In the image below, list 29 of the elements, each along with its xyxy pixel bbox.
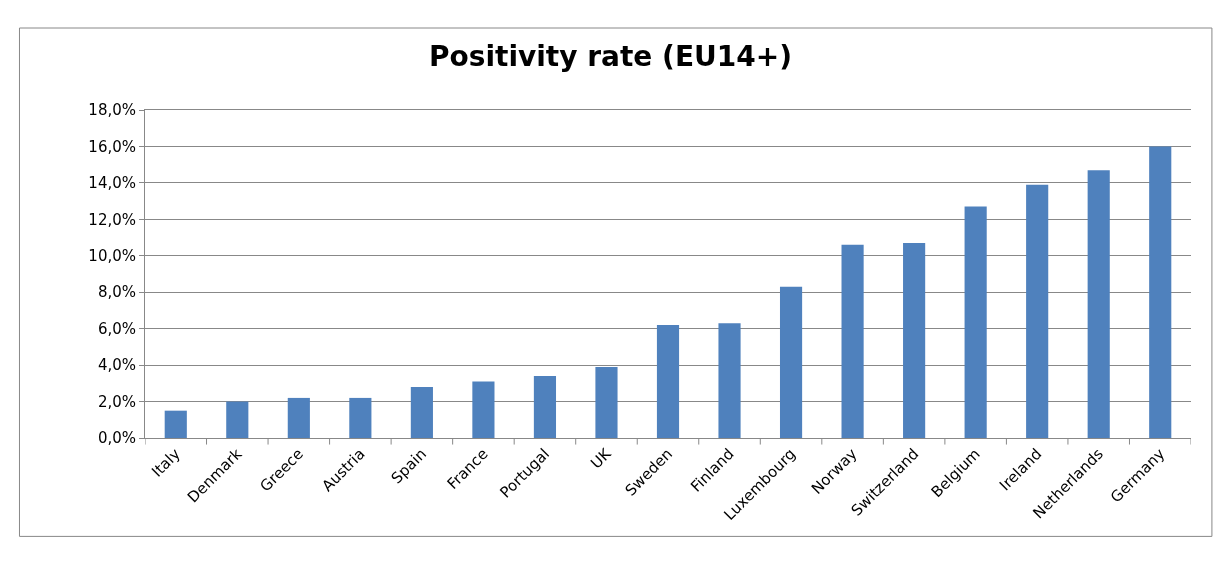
chart-title: Positivity rate (EU14+) bbox=[429, 39, 792, 73]
y-tick-label: 8,0% bbox=[97, 283, 136, 302]
y-tick-label: 18,0% bbox=[88, 101, 136, 120]
x-tick-label: UK bbox=[587, 444, 616, 473]
bar bbox=[533, 376, 557, 438]
y-tick-label: 2,0% bbox=[97, 392, 136, 411]
y-tick-label: 6,0% bbox=[97, 319, 136, 338]
bar bbox=[349, 397, 372, 438]
bar bbox=[1087, 170, 1110, 438]
bar bbox=[595, 366, 618, 438]
y-tick-label: 4,0% bbox=[97, 356, 136, 375]
bar bbox=[718, 323, 741, 438]
bar bbox=[779, 286, 803, 438]
bar bbox=[903, 243, 926, 438]
bar bbox=[164, 410, 187, 438]
bar bbox=[1149, 146, 1172, 438]
bar bbox=[287, 397, 310, 438]
bar bbox=[472, 381, 495, 438]
bar bbox=[841, 244, 864, 438]
y-tick-label: 10,0% bbox=[88, 247, 136, 266]
bar bbox=[1026, 184, 1049, 438]
y-tick-label: 14,0% bbox=[88, 174, 136, 193]
y-tick-label: 12,0% bbox=[88, 210, 136, 229]
bar bbox=[964, 206, 987, 438]
y-tick-label: 16,0% bbox=[88, 137, 136, 156]
y-tick-label: 0,0% bbox=[97, 429, 136, 448]
bar bbox=[226, 401, 249, 438]
bar bbox=[410, 386, 433, 438]
bar bbox=[656, 325, 680, 438]
